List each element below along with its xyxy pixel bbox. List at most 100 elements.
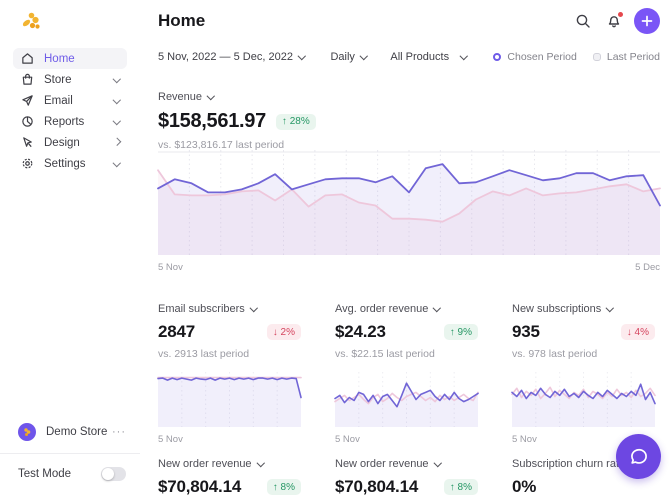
- products-value: All Products: [390, 51, 450, 63]
- change-badge: ↓ 4%: [620, 324, 655, 340]
- chevron-down-icon: [433, 459, 442, 467]
- chevron-down-icon: [297, 52, 306, 60]
- sidebar-item-settings[interactable]: Settings: [13, 153, 127, 174]
- avg-order-revenue-chart: [334, 370, 479, 427]
- chevron-down-icon: [206, 92, 215, 100]
- sidebar-item-email[interactable]: Email: [13, 90, 127, 111]
- divider: [0, 453, 140, 454]
- chart-legend: Chosen Period Last Period: [493, 51, 660, 63]
- metric-card-email-subscribers: Email subscribers 2847 ↓ 2% vs. 2913 las…: [157, 303, 302, 445]
- metric-cards-row: Email subscribers 2847 ↓ 2% vs. 2913 las…: [157, 303, 660, 445]
- search-icon[interactable]: [572, 10, 594, 32]
- store-name: Demo Store: [46, 426, 108, 438]
- pie-chart-icon: [21, 115, 34, 128]
- metric-dropdown[interactable]: New subscriptions: [512, 303, 655, 315]
- metric-card-new-order-revenue-1: New order revenue $70,804.14 ↑ 8%: [158, 458, 301, 497]
- metric-value: 2847: [158, 322, 196, 341]
- granularity-value: Daily: [330, 51, 355, 63]
- topbar-actions: [572, 8, 660, 34]
- axis-start-label: 5 Nov: [158, 434, 183, 445]
- change-badge: ↑ 8%: [266, 479, 301, 495]
- date-range-value: 5 Nov, 2022 — 5 Dec, 2022: [158, 51, 293, 63]
- store-switcher[interactable]: Demo Store ···: [0, 414, 140, 450]
- sidebar-item-label: Store: [44, 73, 72, 86]
- sidebar-item-label: Email: [44, 94, 73, 107]
- sidebar-item-store[interactable]: Store: [13, 69, 127, 90]
- comparison-text: vs. 2913 last period: [158, 348, 250, 360]
- change-badge: ↑ 9%: [443, 324, 478, 340]
- metric-label: New subscriptions: [512, 303, 602, 315]
- metric-dropdown[interactable]: New order revenue: [335, 458, 478, 470]
- chat-support-button[interactable]: [616, 434, 661, 479]
- chat-bubble-icon: [630, 448, 647, 464]
- last-period-marker-icon: [592, 53, 601, 61]
- sidebar-item-design[interactable]: Design: [13, 132, 127, 153]
- metric-value: 935: [512, 322, 540, 341]
- metric-label: New order revenue: [335, 458, 429, 470]
- metric-dropdown[interactable]: Subscription churn rate: [512, 458, 655, 470]
- chevron-right-icon: [112, 137, 121, 146]
- axis-start-label: 5 Nov: [335, 434, 360, 445]
- metric-dropdown[interactable]: Avg. order revenue: [335, 303, 478, 315]
- metric-value: $70,804.14: [158, 477, 242, 496]
- granularity-dropdown[interactable]: Daily: [330, 51, 368, 63]
- notifications-bell-icon[interactable]: [603, 10, 625, 32]
- metric-label: Revenue: [158, 91, 203, 103]
- revenue-chart-axis: 5 Nov 5 Dec: [158, 262, 660, 273]
- change-badge: ↑ 8%: [443, 479, 478, 495]
- legend-chosen-period[interactable]: Chosen Period: [493, 51, 577, 63]
- toggle-knob: [102, 468, 114, 480]
- sidebar-footer: Demo Store ··· Test Mode: [0, 414, 140, 494]
- metric-card-avg-order-revenue: Avg. order revenue $24.23 ↑ 9% vs. $22.1…: [334, 303, 479, 445]
- notification-dot: [618, 12, 623, 17]
- metric-value: 0%: [512, 477, 537, 496]
- chevron-down-icon: [359, 52, 368, 60]
- axis-start-label: 5 Nov: [158, 262, 183, 273]
- metric-label: Email subscribers: [158, 303, 245, 315]
- chevron-down-icon: [249, 304, 258, 312]
- sidebar-item-home[interactable]: Home: [13, 48, 127, 69]
- cursor-icon: [21, 136, 34, 149]
- chevron-down-icon: [112, 74, 121, 83]
- page-title: Home: [158, 11, 206, 30]
- send-icon: [21, 94, 34, 107]
- legend-label: Last Period: [606, 51, 660, 63]
- metric-label: Subscription churn rate: [512, 458, 626, 470]
- email-subscribers-chart: [157, 370, 302, 427]
- revenue-kpi: Revenue $158,561.97 ↑ 28% vs. $123,816.1…: [158, 91, 316, 151]
- axis-start-label: 5 Nov: [512, 434, 537, 445]
- metric-dropdown[interactable]: Email subscribers: [158, 303, 301, 315]
- gear-icon: [21, 157, 34, 170]
- comparison-text: vs. 978 last period: [512, 348, 598, 360]
- metric-card-new-subscriptions: New subscriptions 935 ↓ 4% vs. 978 last …: [511, 303, 656, 445]
- sidebar: Home Store Email Reports: [0, 0, 140, 494]
- more-options-icon[interactable]: ···: [112, 426, 126, 438]
- metric-dropdown[interactable]: New order revenue: [158, 458, 301, 470]
- chevron-down-icon: [459, 52, 468, 60]
- legend-last-period[interactable]: Last Period: [592, 51, 660, 63]
- metric-card-new-order-revenue-2: New order revenue $70,804.14 ↑ 8%: [335, 458, 478, 497]
- metric-card-subscription-churn-rate: Subscription churn rate 0%: [512, 458, 655, 497]
- sidebar-item-reports[interactable]: Reports: [13, 111, 127, 132]
- chevron-down-icon: [256, 459, 265, 467]
- sidebar-item-label: Design: [44, 136, 80, 149]
- products-dropdown[interactable]: All Products: [390, 51, 468, 63]
- sidebar-nav: Home Store Email Reports: [0, 48, 140, 174]
- revenue-chart: [157, 148, 661, 255]
- change-badge: ↓ 2%: [266, 324, 301, 340]
- new-subscriptions-chart: [511, 370, 656, 427]
- chosen-period-marker-icon: [493, 53, 502, 61]
- metric-value: $24.23: [335, 322, 386, 341]
- chevron-down-icon: [112, 95, 121, 104]
- test-mode-toggle[interactable]: [101, 467, 126, 481]
- chevron-down-icon: [433, 304, 441, 312]
- revenue-value: $158,561.97: [158, 110, 266, 132]
- sidebar-item-label: Reports: [44, 115, 85, 128]
- date-range-dropdown[interactable]: 5 Nov, 2022 — 5 Dec, 2022: [158, 51, 306, 63]
- metric-label: Avg. order revenue: [335, 303, 429, 315]
- add-button[interactable]: [634, 8, 660, 34]
- bottom-metric-cards-row: New order revenue $70,804.14 ↑ 8% New or…: [158, 458, 660, 497]
- axis-end-label: 5 Dec: [635, 262, 660, 273]
- legend-label: Chosen Period: [507, 51, 577, 63]
- revenue-metric-dropdown[interactable]: Revenue: [158, 91, 316, 103]
